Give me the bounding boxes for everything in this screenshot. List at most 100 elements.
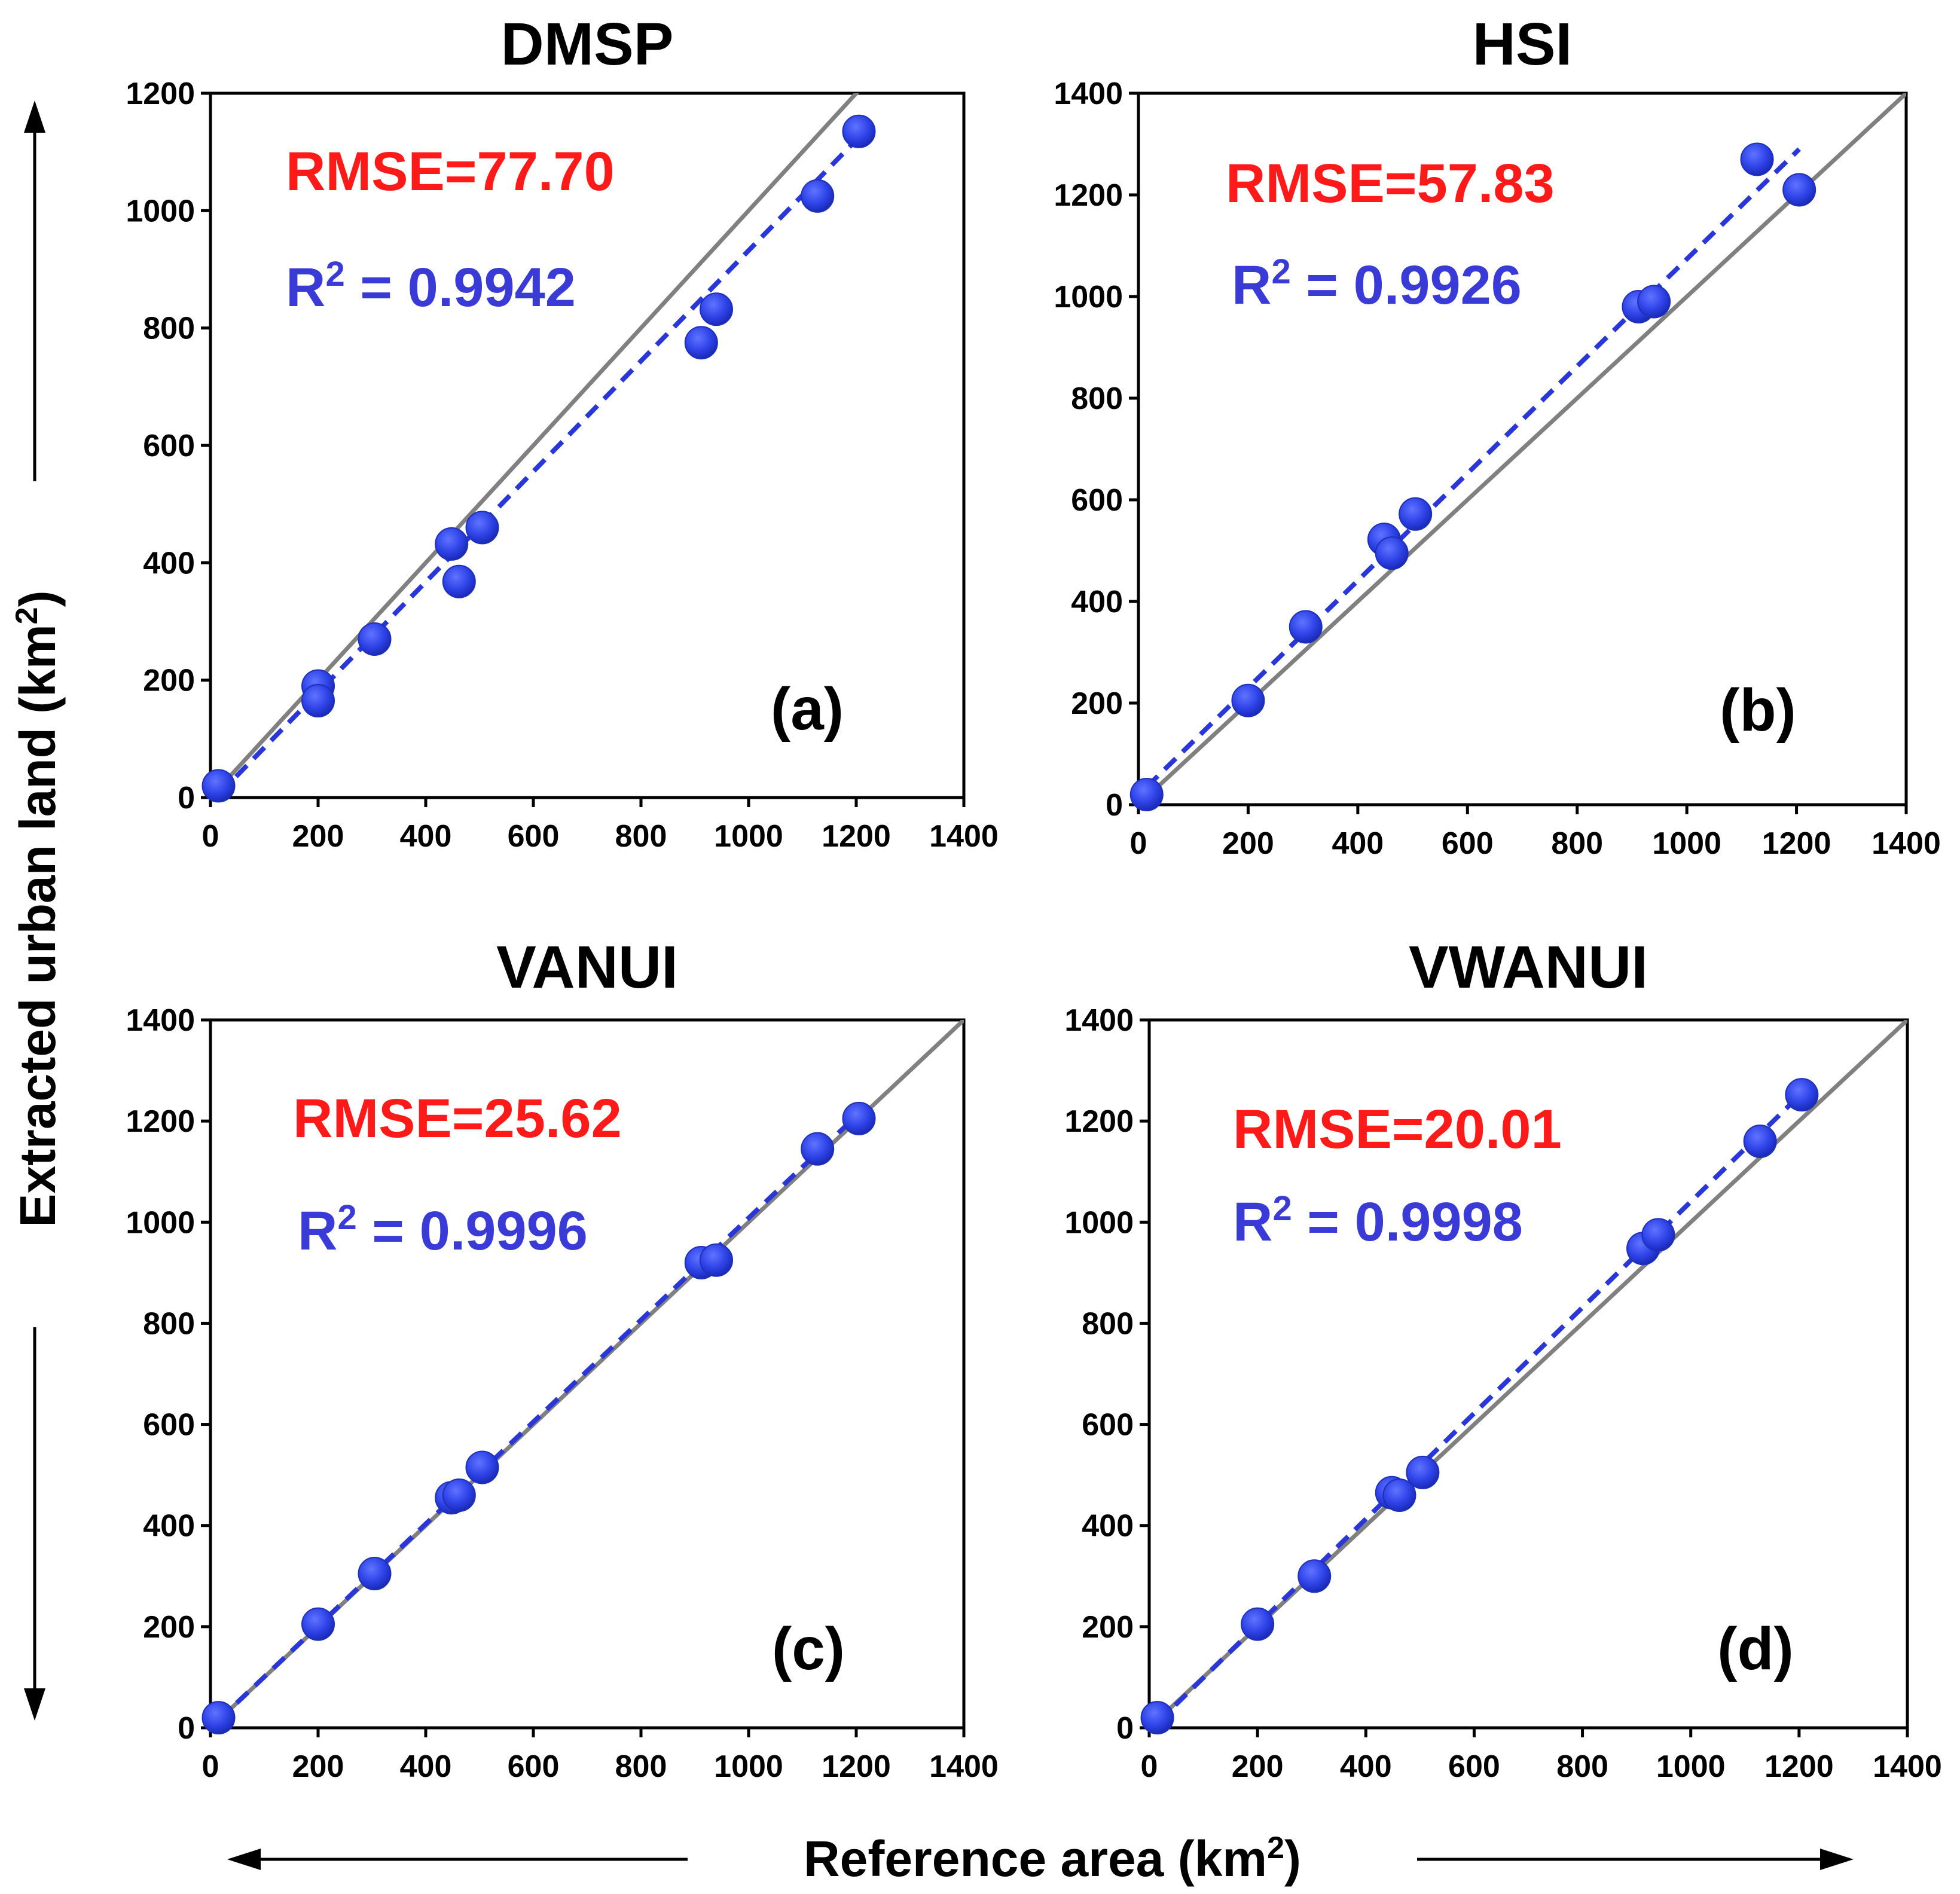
x-tick-label-400: 400 — [400, 819, 452, 854]
fit-line — [216, 1111, 861, 1722]
y-tick-label-400: 400 — [143, 1509, 195, 1544]
y-tick-label-400: 400 — [1071, 585, 1123, 619]
data-point — [202, 769, 236, 803]
data-point — [1382, 1478, 1416, 1512]
y-tick-label-600: 600 — [143, 1408, 195, 1443]
data-point — [1641, 1218, 1675, 1252]
r2-label: R2 = 0.9996 — [298, 1198, 588, 1261]
y-tick-label-1400: 1400 — [1054, 77, 1123, 111]
y-tick-label-1200: 1200 — [1064, 1104, 1134, 1139]
y-tick-label-200: 200 — [1082, 1610, 1134, 1645]
plot-frame — [1147, 1018, 1909, 1730]
x-axis-arrowhead-right-icon — [1820, 1849, 1854, 1870]
x-tick-label-1000: 1000 — [714, 1749, 783, 1784]
x-axis-title-group: Reference area (km2) — [227, 1831, 1854, 1887]
y-tick-label-400: 400 — [143, 546, 195, 581]
rmse-label: RMSE=20.01 — [1233, 1099, 1562, 1160]
x-tick-label-0: 0 — [1141, 1749, 1158, 1784]
y-tick-label-400: 400 — [1082, 1509, 1134, 1544]
data-point — [801, 1132, 835, 1166]
data-point — [442, 564, 476, 598]
data-point — [465, 1450, 499, 1484]
data-point — [700, 1243, 733, 1277]
identity-line — [1138, 93, 1906, 805]
x-tick-label-200: 200 — [292, 819, 344, 854]
data-point — [1740, 142, 1774, 176]
y-axis-title-group: Extracted urban land (km2) — [10, 100, 66, 1721]
y-tick-label-800: 800 — [1071, 381, 1123, 416]
x-tick-label-200: 200 — [1222, 826, 1274, 861]
rmse-label: RMSE=25.62 — [293, 1088, 622, 1149]
y-tick-label-1000: 1000 — [126, 1205, 195, 1240]
x-tick-label-1200: 1200 — [1764, 1749, 1834, 1784]
y-tick-label-800: 800 — [143, 1306, 195, 1341]
data-point — [301, 1607, 335, 1641]
x-tick-label-400: 400 — [1332, 826, 1384, 861]
panel-vwanui: VWANUI 0 200 400 600 800 1000 1200 1400 0 200 400 60… — [1064, 934, 1942, 1784]
y-tick-label-800: 800 — [143, 311, 195, 346]
data-point — [442, 1478, 476, 1512]
y-tick-label-800: 800 — [1082, 1306, 1134, 1341]
data-point — [358, 1557, 392, 1591]
y-tick-label-1400: 1400 — [1064, 1003, 1134, 1038]
panel-vanui: VANUI 0 200 400 600 800 1000 1200 1400 0 200 400 600… — [126, 934, 999, 1784]
r2-label: R2 = 0.9998 — [1233, 1189, 1523, 1253]
x-tick-label-1400: 1400 — [929, 1749, 999, 1784]
data-point — [842, 1101, 876, 1135]
identity-line — [210, 93, 859, 798]
x-tick-label-1400: 1400 — [929, 819, 999, 854]
data-point — [465, 511, 499, 545]
panel-letter: (a) — [771, 676, 844, 743]
x-tick-label-0: 0 — [202, 1749, 219, 1784]
data-point — [1399, 497, 1433, 531]
y-tick-label-1000: 1000 — [1054, 280, 1123, 314]
y-axis-arrowhead-down-icon — [24, 1688, 45, 1721]
data-point — [1140, 1701, 1174, 1735]
x-tick-label-200: 200 — [1232, 1749, 1284, 1784]
panel-letter: (d) — [1717, 1615, 1794, 1682]
x-tick-label-800: 800 — [1551, 826, 1603, 861]
plot-frame — [209, 1018, 966, 1730]
panel-title: HSI — [1473, 11, 1573, 78]
data-point — [842, 114, 876, 148]
panel-dmsp: DMSP 0 200 400 600 800 1000 1200 0 200 400 600 800 10… — [126, 11, 999, 854]
x-tick-label-1000: 1000 — [714, 819, 783, 854]
data-point — [1743, 1124, 1777, 1158]
data-point — [1785, 1078, 1819, 1112]
y-tick-label-1400: 1400 — [126, 1003, 195, 1038]
data-point — [301, 684, 335, 718]
x-tick-label-1400: 1400 — [1872, 826, 1941, 861]
rmse-label: RMSE=77.70 — [286, 141, 615, 202]
y-tick-label-200: 200 — [143, 664, 195, 698]
y-tick-label-600: 600 — [1071, 483, 1123, 518]
data-point — [700, 292, 733, 326]
panel-hsi: HSI 0 200 400 600 800 1000 1200 1400 0 200 400 600 80… — [1054, 11, 1941, 861]
data-point — [1637, 285, 1671, 319]
y-tick-label-1200: 1200 — [126, 1104, 195, 1139]
y-tick-label-200: 200 — [1071, 686, 1123, 721]
y-tick-label-1200: 1200 — [1054, 178, 1123, 213]
y-tick-label-200: 200 — [143, 1610, 195, 1645]
data-point — [435, 527, 469, 561]
y-tick-label-0: 0 — [178, 781, 195, 815]
r2-label: R2 = 0.9942 — [286, 255, 576, 318]
data-point — [801, 179, 835, 213]
data-point — [358, 622, 392, 656]
y-tick-label-0: 0 — [1116, 1711, 1134, 1746]
y-tick-label-0: 0 — [178, 1711, 195, 1746]
y-tick-label-0: 0 — [1106, 788, 1123, 823]
x-axis-arrowhead-left-icon — [227, 1849, 261, 1870]
x-tick-label-200: 200 — [292, 1749, 344, 1784]
x-axis-title: Reference area (km2) — [804, 1831, 1301, 1887]
panel-title: VANUI — [496, 934, 678, 1001]
x-tick-label-1000: 1000 — [1656, 1749, 1726, 1784]
data-point — [1231, 683, 1265, 717]
data-point — [1297, 1559, 1332, 1593]
x-tick-label-0: 0 — [1130, 826, 1147, 861]
x-tick-label-600: 600 — [508, 819, 560, 854]
data-point — [1129, 778, 1164, 811]
data-point — [1406, 1455, 1440, 1489]
panel-title: VWANUI — [1409, 934, 1648, 1001]
y-tick-label-600: 600 — [143, 429, 195, 463]
